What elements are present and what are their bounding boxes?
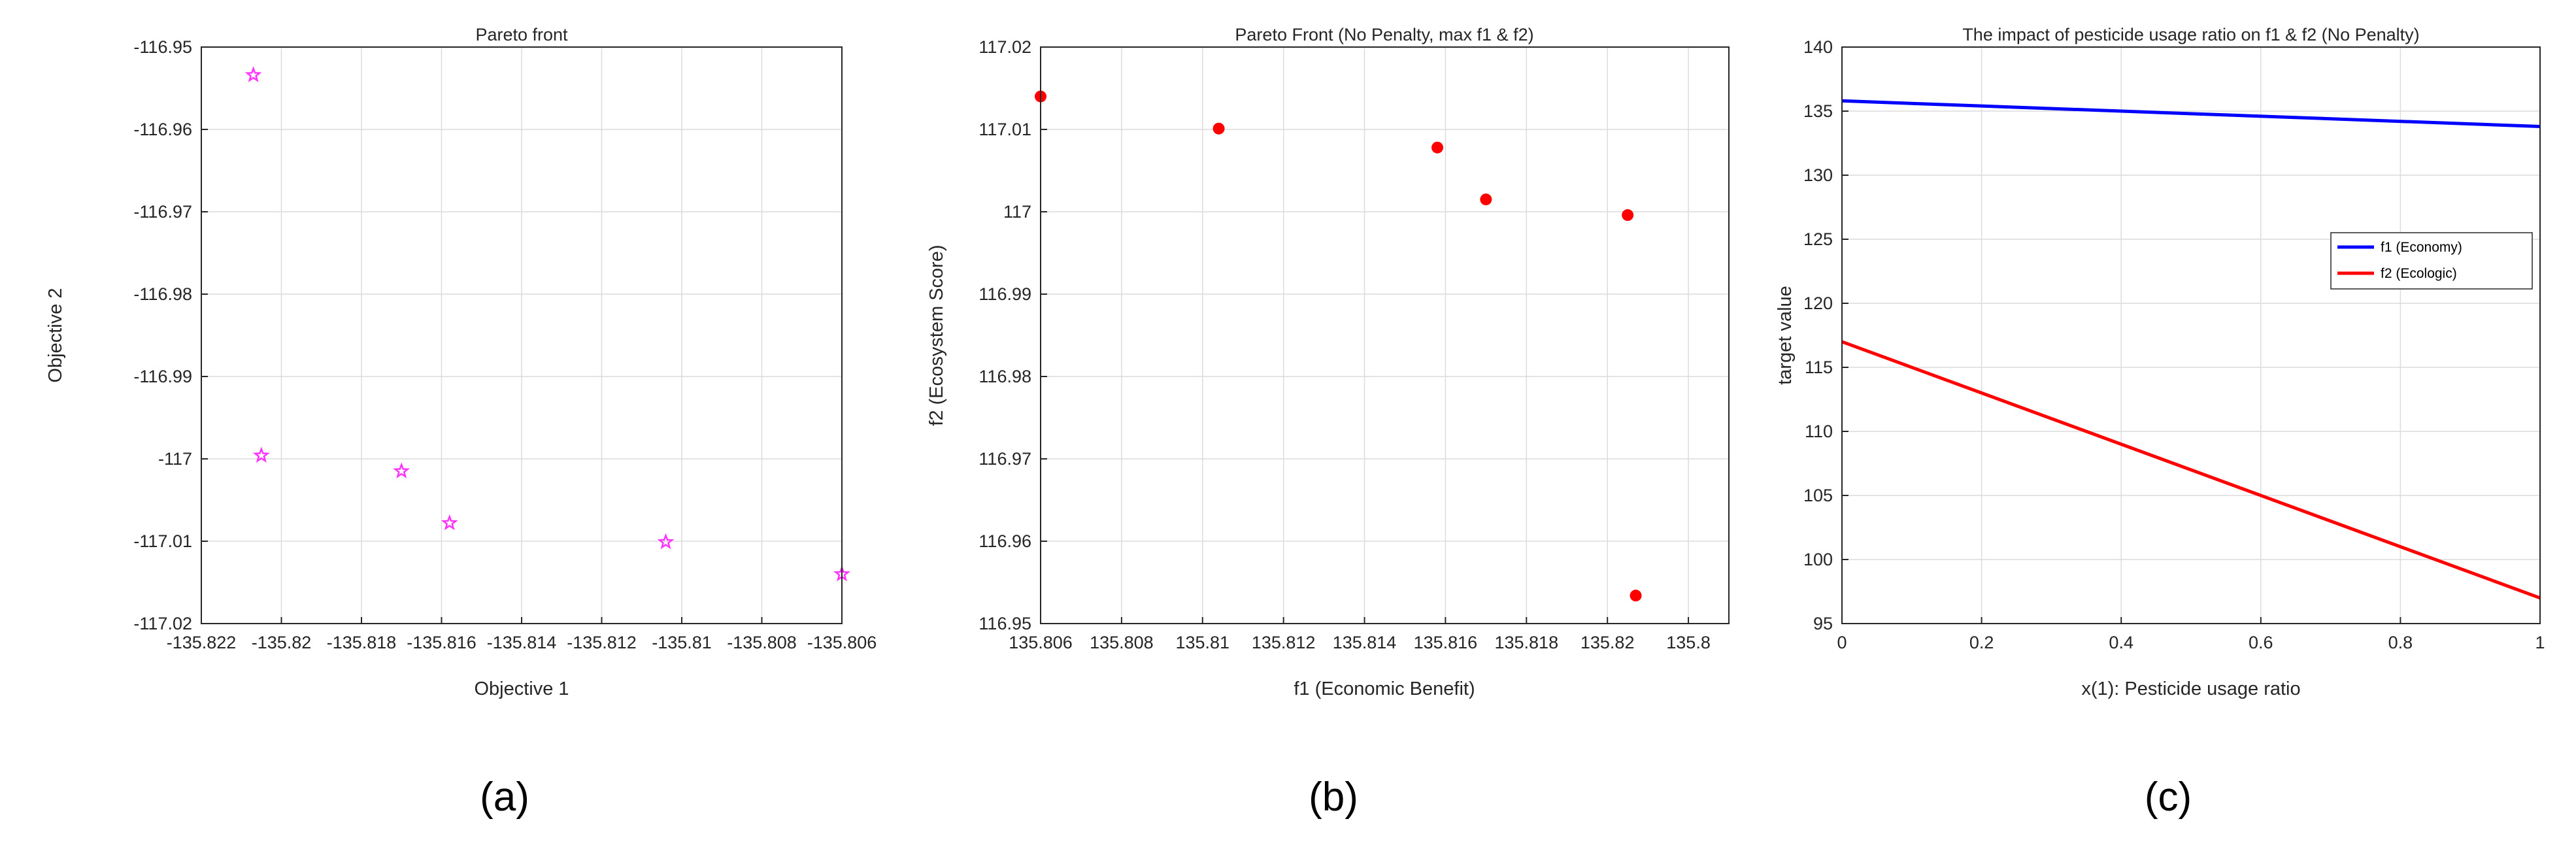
x-tick-label: 0 [1837, 633, 1847, 652]
x-tick-label: 135.8 [1666, 633, 1711, 652]
y-tick-label: -117.02 [133, 614, 192, 633]
legend-label-f1: f1 (Economy) [2381, 240, 2462, 255]
chart-title-a: Pareto front [475, 25, 568, 44]
panel-caption-a: (a) [480, 775, 529, 820]
y-tick-label: -116.97 [133, 202, 192, 222]
y-axis-label-b: f2 (Ecosystem Score) [926, 244, 947, 426]
y-tick-label: 135 [1803, 101, 1833, 121]
x-tick-label: 135.82 [1581, 633, 1635, 652]
x-tick-label: -135.816 [407, 633, 477, 652]
x-tick-label: 135.814 [1333, 633, 1397, 652]
x-tick-label: 1 [2535, 633, 2545, 652]
chart-title-c: The impact of pesticide usage ratio on f… [1962, 25, 2419, 44]
y-tick-label: 120 [1803, 293, 1833, 313]
x-tick-label: -135.822 [167, 633, 237, 652]
x-tick-label: 0.6 [2249, 633, 2273, 652]
y-tick-label: 110 [1805, 422, 1833, 441]
plot-area-c [1842, 47, 2540, 624]
series-line-f2 [1841, 340, 2541, 600]
marks-c [1841, 99, 2541, 600]
ticks-b: 135.806 135.808 135.81 135.812 135.814 135.81… [979, 37, 1710, 652]
data-point-star [393, 462, 410, 478]
x-tick-label: 135.808 [1090, 633, 1154, 652]
data-point-star [441, 514, 458, 531]
x-tick-label: 135.806 [1009, 633, 1073, 652]
y-tick-label: 140 [1803, 37, 1833, 57]
x-tick-label: 135.818 [1494, 633, 1558, 652]
panel-caption-c: (c) [2145, 775, 2192, 820]
x-tick-label: 0.2 [1969, 633, 1994, 652]
panel-caption-b: (b) [1309, 775, 1358, 820]
data-point-star [657, 533, 675, 550]
y-tick-label: -116.99 [133, 367, 192, 386]
y-tick-label: 100 [1803, 550, 1833, 569]
y-tick-label: 116.95 [979, 614, 1031, 633]
x-tick-label: -135.818 [327, 633, 397, 652]
x-tick-label: 0.8 [2388, 633, 2413, 652]
data-point-dot [1480, 193, 1492, 206]
y-tick-label: -116.95 [133, 37, 192, 57]
x-tick-label: -135.82 [252, 633, 312, 652]
x-tick-label: 0.4 [2109, 633, 2133, 652]
y-tick-label: 105 [1803, 486, 1833, 505]
chart-title-b: Pareto Front (No Penalty, max f1 & f2) [1235, 25, 1533, 44]
y-tick-label: 95 [1813, 614, 1833, 633]
panel-b: 135.806 135.808 135.81 135.812 135.814 135.81… [926, 25, 1730, 820]
data-point-dot [1630, 590, 1642, 602]
y-tick-label: -117 [158, 449, 192, 469]
data-point-star [252, 446, 270, 463]
x-tick-label: -135.808 [727, 633, 797, 652]
panel-a: -135.822 -135.82 -135.818 -135.816 -135.814-… [45, 25, 877, 820]
axes-box-b [1040, 46, 1730, 624]
data-point-dot [1622, 209, 1634, 222]
x-tick-label: -135.81 [652, 633, 712, 652]
y-axis-label-a: Objective 2 [45, 288, 66, 382]
y-tick-label: -116.98 [133, 284, 192, 304]
x-tick-label: 135.816 [1414, 633, 1478, 652]
x-tick-label: -135.812 [567, 633, 637, 652]
legend-label-f2: f2 (Ecologic) [2381, 266, 2457, 281]
y-tick-label: 115 [1805, 358, 1833, 377]
plot-area-b [1041, 47, 1729, 624]
data-point-dot [1213, 122, 1225, 135]
legend-box-c [2330, 232, 2533, 290]
legend-c: f1 (Economy) f2 (Ecologic) [2330, 232, 2533, 290]
y-tick-label: 125 [1803, 229, 1833, 249]
data-point-star [244, 66, 262, 82]
y-tick-label: 117 [1003, 202, 1031, 222]
x-tick-label: -135.806 [807, 633, 877, 652]
y-tick-label: 116.97 [979, 449, 1031, 469]
axes-box-c [1841, 46, 2541, 624]
x-tick-label: -135.814 [487, 633, 557, 652]
panel-c: 0 0.2 0.4 0.6 0.8 1 95 100 105 110 115 120 125 130 135… [1775, 25, 2545, 820]
series-line-f1 [1841, 99, 2541, 128]
y-tick-label: -117.01 [133, 531, 192, 551]
x-axis-label-c: x(1): Pesticide usage ratio [2081, 678, 2300, 699]
y-tick-label: 116.99 [979, 284, 1031, 304]
y-tick-label: 116.96 [979, 531, 1031, 551]
y-tick-label: -116.96 [133, 120, 192, 139]
x-tick-label: 135.812 [1252, 633, 1316, 652]
ticks-a: -135.822 -135.82 -135.818 -135.816 -135.814-… [133, 37, 877, 652]
y-tick-label: 130 [1803, 165, 1833, 185]
ticks-c: 0 0.2 0.4 0.6 0.8 1 95 100 105 110 115 120 125 130 135… [1803, 37, 2545, 652]
data-point-dot [1431, 141, 1444, 154]
y-tick-label: 116.98 [979, 367, 1031, 386]
y-tick-label: 117.01 [979, 120, 1031, 139]
y-axis-label-c: target value [1775, 286, 1796, 385]
x-axis-label-a: Objective 1 [474, 678, 569, 699]
marks-a [244, 66, 850, 582]
x-tick-label: 135.81 [1175, 633, 1229, 652]
y-tick-label: 117.02 [979, 37, 1031, 57]
x-axis-label-b: f1 (Economic Benefit) [1294, 678, 1475, 699]
